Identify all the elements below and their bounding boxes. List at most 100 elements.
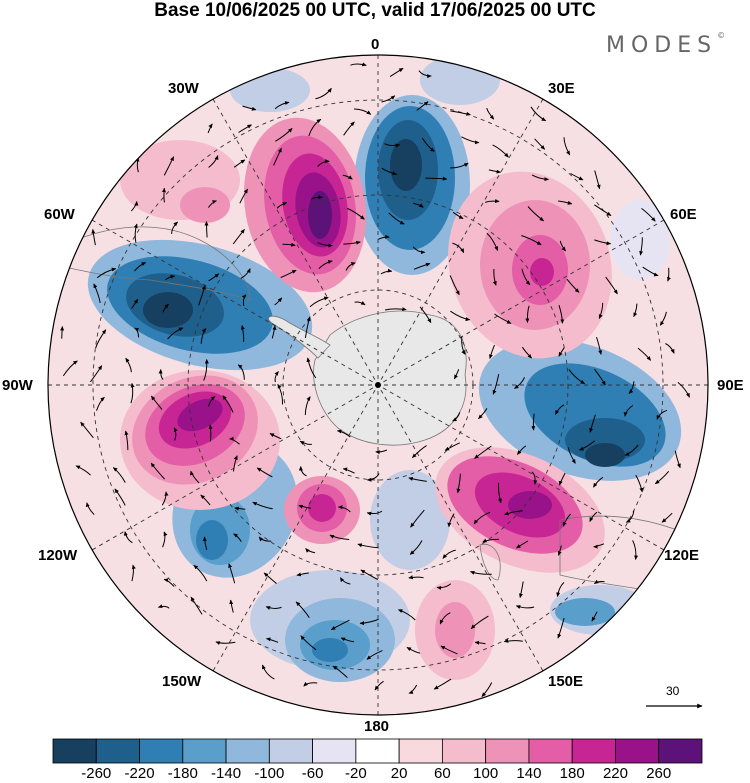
south-pole-dot [375, 382, 381, 388]
wind-vector [357, 543, 379, 549]
wind-vector [412, 246, 426, 255]
wind-vector [123, 531, 133, 544]
wind-vector [374, 680, 384, 691]
wind-vector [359, 618, 379, 626]
wind-vector [639, 237, 644, 256]
wind-vector [596, 336, 603, 355]
wind-vector [557, 545, 562, 556]
wind-vector [633, 303, 638, 318]
wind-vector [300, 635, 317, 651]
wind-vector [229, 436, 240, 445]
lon-label-120w: 120W [38, 547, 78, 564]
wind-vector [489, 344, 495, 359]
wind-vector [605, 276, 618, 295]
wind-vector [162, 531, 168, 548]
wind-vector [342, 467, 355, 474]
wind-vector [591, 611, 598, 622]
wind-vector [449, 275, 460, 296]
wind-vector [659, 311, 667, 326]
wind-vector [263, 572, 277, 584]
wind-vector [134, 262, 147, 272]
wind-vector [309, 296, 329, 308]
wind-vector [521, 346, 532, 359]
wind-vector [562, 513, 572, 527]
wind-vector [474, 640, 486, 645]
wind-vector [534, 138, 546, 150]
map-field [48, 55, 708, 715]
lon-label-90e: 90E [717, 377, 744, 394]
wind-vector [504, 510, 523, 516]
wind-vector [677, 382, 690, 398]
wind-vector [241, 294, 247, 306]
wind-vector [482, 538, 499, 543]
colorbar-tick-label: 60 [434, 765, 451, 782]
wind-vector [474, 445, 492, 459]
wind-vector [623, 405, 634, 417]
wind-vector [161, 491, 169, 506]
wind-vector [425, 176, 448, 181]
wind-vector [388, 212, 405, 225]
wind-vector [558, 472, 566, 486]
wind-vector [418, 70, 432, 79]
colorbar-swatch [528, 738, 573, 764]
wind-vector [492, 144, 509, 158]
wind-vector [593, 543, 605, 549]
wind-vector [308, 118, 322, 137]
wind-vector [461, 336, 466, 355]
wind-vector [632, 540, 639, 560]
wind-vector [240, 325, 245, 342]
wind-vector [343, 240, 361, 245]
wind-vector [158, 369, 164, 380]
wind-vector [330, 619, 350, 631]
wind-vector [311, 195, 323, 200]
wind-vector [628, 381, 635, 394]
colorbar-swatch [182, 738, 227, 764]
wind-vector [521, 235, 542, 246]
lon-label-30e: 30E [548, 80, 575, 97]
wind-vector [559, 240, 566, 252]
wind-vector [525, 305, 530, 323]
wind-vector [416, 101, 429, 111]
wind-vector [381, 95, 396, 103]
colorbar-tick-label: -180 [167, 765, 198, 782]
wind-vector [665, 343, 675, 354]
wind-vector [440, 645, 458, 655]
wind-vector [409, 540, 423, 555]
wind-vector [298, 466, 307, 477]
wind-vector [593, 476, 604, 488]
wind-vector [256, 467, 273, 478]
colorbar-swatch [52, 738, 97, 764]
wind-vector [452, 412, 461, 422]
wind-vector [114, 488, 126, 506]
colorbar-tick-label: -220 [124, 765, 155, 782]
wind-vector [299, 440, 313, 445]
wind-vector [589, 511, 598, 522]
wind-vector [419, 306, 432, 324]
wind-vector [252, 501, 273, 510]
wind-vector [208, 424, 213, 442]
colorbar-tick-label: 140 [516, 765, 542, 782]
wind-vector [450, 110, 471, 116]
wind-vector [276, 202, 288, 209]
wind-vector [641, 207, 656, 222]
wind-vector [554, 404, 565, 415]
lon-label-90w: 90W [2, 377, 33, 394]
wind-vector [558, 347, 565, 357]
wind-vector [233, 159, 246, 168]
wind-vector [558, 200, 573, 205]
wind-vector [343, 121, 355, 136]
wind-vector [150, 395, 163, 410]
wind-vector [381, 167, 397, 176]
wind-vector [486, 232, 499, 251]
wind-vector [635, 474, 644, 493]
wind-vector [408, 684, 418, 694]
wind-vector [517, 445, 527, 455]
colorbar-swatch [571, 738, 616, 764]
wind-vector [661, 512, 673, 523]
wind-vector [513, 377, 525, 389]
wind-vector [112, 467, 126, 483]
lon-label-150w: 150W [162, 673, 202, 690]
anomaly-low-60w [87, 239, 313, 371]
wind-vector [329, 534, 350, 540]
